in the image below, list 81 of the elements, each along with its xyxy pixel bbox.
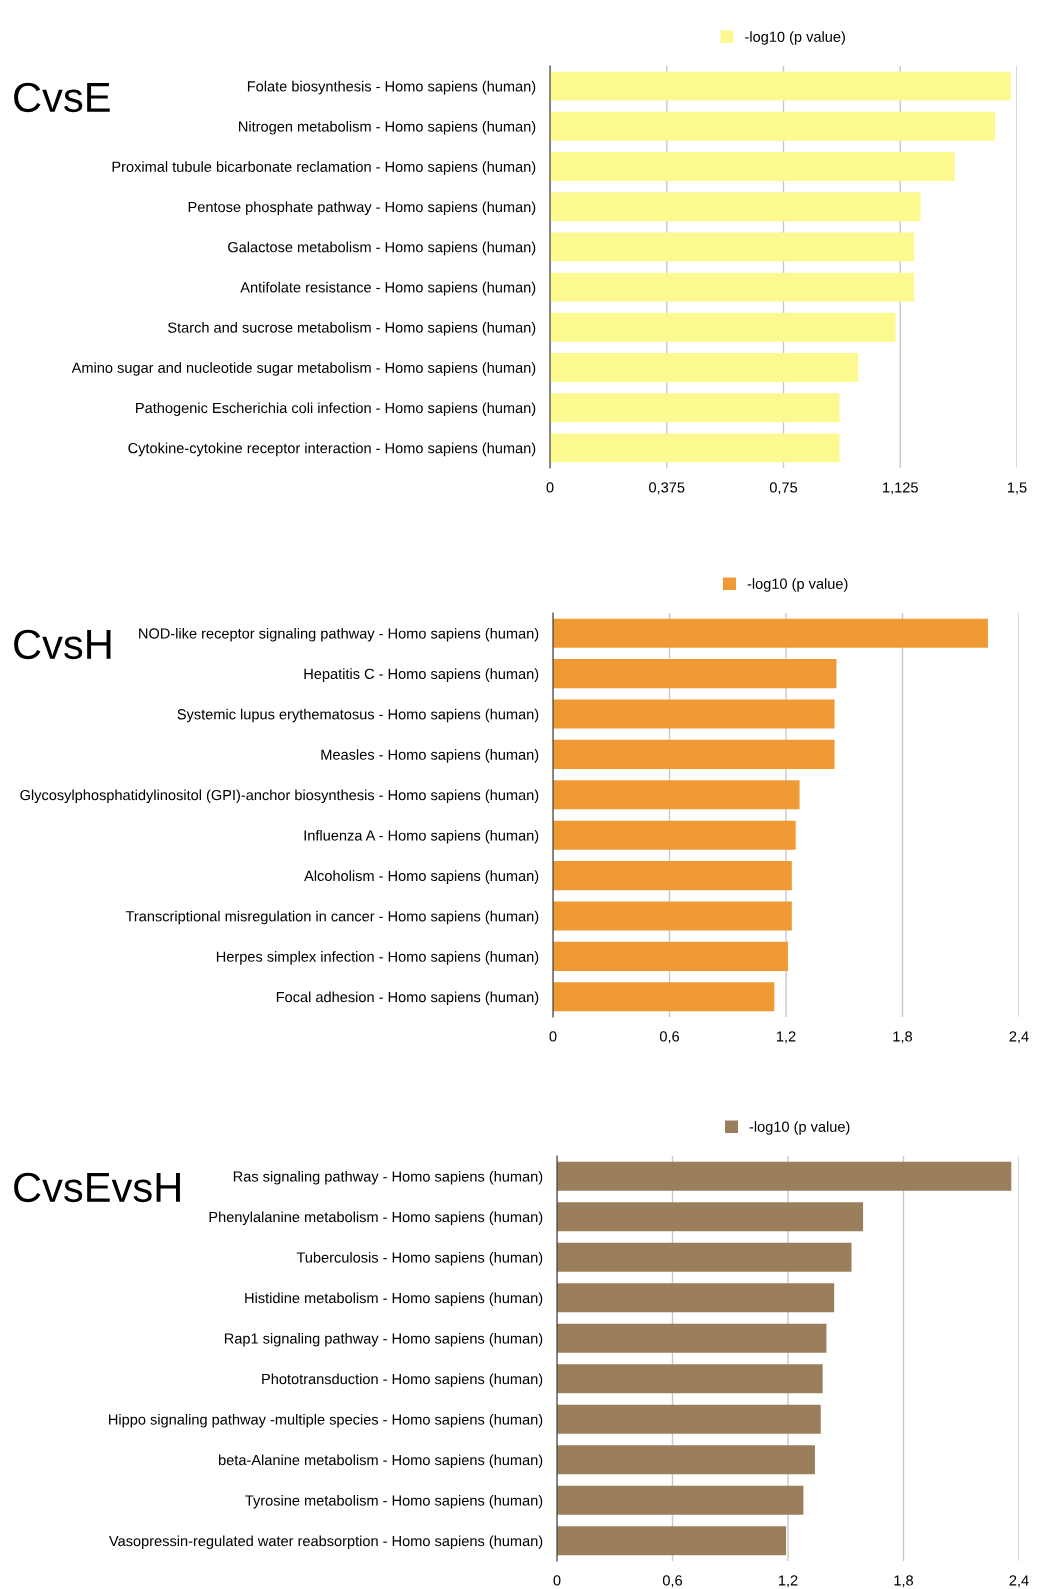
bar <box>550 393 840 423</box>
y-tick-label: Cytokine-cytokine receptor interaction - Homo sapiens (human) <box>128 442 536 457</box>
y-tick-label: Rap1 signaling pathway - Homo sapiens (human) <box>224 1332 543 1347</box>
x-tick-label: 0,375 <box>649 482 685 495</box>
y-tick-label: Folate biosynthesis - Homo sapiens (human) <box>247 80 536 95</box>
y-tick-label: Amino sugar and nucleotide sugar metabolism - Homo sapiens (human) <box>71 362 536 376</box>
bar <box>550 152 955 181</box>
bar <box>557 1283 835 1313</box>
y-tick-label: Systemic lupus erythematosus - Homo sapiens (human) <box>177 708 539 723</box>
y-tick-label: Alcoholism - Homo sapiens (human) <box>304 870 539 884</box>
text: CvsH <box>14 629 111 660</box>
bar <box>550 111 996 141</box>
x-tick-label: 0 <box>549 1031 557 1042</box>
bar <box>557 1364 823 1394</box>
x-tick-label: 1,8 <box>893 1031 912 1044</box>
x-tick-label: 0 <box>546 482 554 493</box>
bar <box>553 659 837 689</box>
bar <box>550 312 896 342</box>
y-tick-label: Transcriptional misregulation in cancer - Homo sapiens (human) <box>125 910 539 925</box>
y-tick-label: Histidine metabolism - Homo sapiens (human) <box>245 1292 543 1307</box>
x-tick-label: 1,125 <box>883 482 918 495</box>
legend-label: -log10 (p value) <box>745 31 845 45</box>
bar <box>550 192 921 222</box>
bar <box>553 861 792 891</box>
bar <box>550 232 915 262</box>
y-tick-label: Ras signaling pathway - Homo sapiens (human) <box>233 1170 543 1185</box>
bar <box>557 1404 821 1434</box>
bar <box>557 1161 1012 1191</box>
text: CvsE <box>14 82 110 113</box>
text: CvsEvsH <box>14 1172 180 1203</box>
x-tick-label: 2,4 <box>1009 1575 1029 1588</box>
y-tick-label: NOD-like receptor signaling pathway - Homo sapiens (human) <box>139 627 539 642</box>
bar <box>557 1445 815 1475</box>
bar <box>553 780 800 810</box>
y-tick-label: Pentose phosphate pathway - Homo sapiens (human) <box>188 201 536 216</box>
legend-label: -log10 (p value) <box>747 578 848 592</box>
y-tick-label: Hippo signaling pathway -multiple species - Homo sapiens (human) <box>109 1413 543 1428</box>
bar <box>553 699 835 729</box>
legend-label: -log10 (p value) <box>749 1121 850 1135</box>
x-tick-label: 1,2 <box>778 1575 798 1588</box>
x-tick-label: 2,4 <box>1009 1031 1029 1044</box>
bar <box>557 1323 827 1353</box>
y-tick-label: Galactose metabolism - Homo sapiens (human) <box>228 241 536 256</box>
x-tick-label: 1,8 <box>894 1575 913 1588</box>
bar <box>557 1485 804 1515</box>
y-tick-label: Antifolate resistance - Homo sapiens (human) <box>240 281 536 296</box>
bar <box>557 1242 852 1272</box>
y-tick-label: Focal adhesion - Homo sapiens (human) <box>276 991 539 1006</box>
y-tick-label: Herpes simplex infection - Homo sapiens (human) <box>216 951 539 965</box>
y-tick-label: Pathogenic Escherichia coli infection - Homo sapiens (human) <box>136 402 536 417</box>
y-tick-label: Starch and sucrose metabolism - Homo sapiens (human) <box>168 322 536 336</box>
bar <box>557 1526 787 1556</box>
x-tick-label: 0 <box>553 1575 561 1586</box>
bar <box>553 618 988 648</box>
x-tick-label: 0,6 <box>659 1031 679 1044</box>
y-tick-label: Vasopressin-regulated water reabsorption - Homo sapiens (human) <box>109 1535 543 1550</box>
bar <box>553 739 835 769</box>
bar <box>550 272 915 302</box>
y-tick-label: Hepatitis C - Homo sapiens (human) <box>304 668 539 682</box>
y-tick-label: Influenza A - Homo sapiens (human) <box>304 829 539 844</box>
y-tick-label: Phototransduction - Homo sapiens (human) <box>262 1373 543 1388</box>
bar <box>553 820 796 850</box>
bar <box>553 901 792 931</box>
bar <box>550 71 1011 101</box>
y-tick-label: Tuberculosis - Homo sapiens (human) <box>296 1251 543 1266</box>
y-tick-label: Phenylalanine metabolism - Homo sapiens (human) <box>209 1211 543 1226</box>
y-tick-label: beta-Alanine metabolism - Homo sapiens (human) <box>219 1454 543 1469</box>
x-tick-label: 0,75 <box>769 482 798 495</box>
bar <box>550 353 859 382</box>
y-tick-label: Nitrogen metabolism - Homo sapiens (human) <box>239 121 536 135</box>
bar <box>550 433 840 463</box>
bar <box>553 941 788 971</box>
x-tick-label: 1,2 <box>776 1031 796 1044</box>
y-tick-label: Proximal tubule bicarbonate reclamation - Homo sapiens (human) <box>112 161 536 175</box>
bar <box>553 982 775 1012</box>
x-tick-label: 0,6 <box>662 1575 682 1588</box>
y-tick-label: Measles - Homo sapiens (human) <box>321 749 539 763</box>
y-tick-label: Tyrosine metabolism - Homo sapiens (human) <box>245 1494 543 1509</box>
x-tick-label: 1,5 <box>1007 482 1027 495</box>
y-tick-label: Glycosylphosphatidylinositol (GPI)-anchor biosynthesis - Homo sapiens (human) <box>20 789 539 804</box>
bar <box>557 1202 864 1232</box>
